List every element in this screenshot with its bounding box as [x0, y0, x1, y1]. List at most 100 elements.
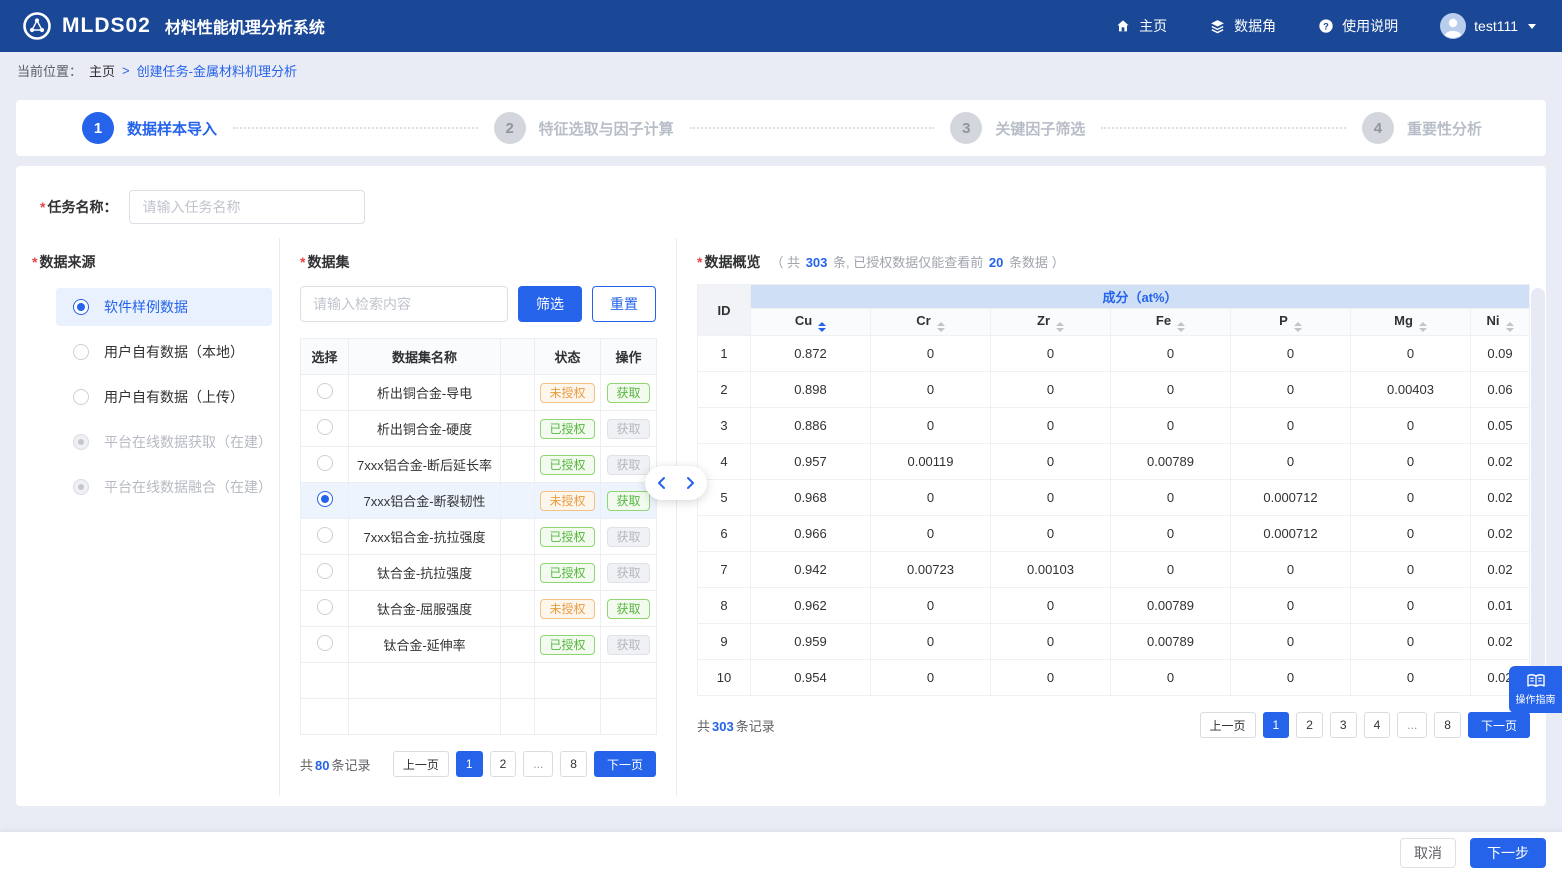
sort-icon[interactable] [818, 321, 827, 332]
dataset-row[interactable]: 7xxx铝合金-抗拉强度 已授权 获取 [300, 518, 657, 555]
page-ellipsis[interactable]: ... [1397, 712, 1428, 738]
task-name-row: * 任务名称： [16, 166, 1546, 238]
header-status: 状态 [534, 338, 601, 375]
data-cell: 0.959 [750, 623, 871, 660]
required-mark: * [300, 254, 306, 270]
data-cell: 0 [1230, 623, 1351, 660]
data-source-option-label: 用户自有数据（上传） [104, 389, 244, 405]
radio-button[interactable] [73, 389, 89, 405]
next-step-button[interactable]: 下一步 [1470, 837, 1546, 868]
dataset-table-body: 析出铜合金-导电 未授权 获取 析出铜合金-硬度 已授权 获取 7xxx铝合金-… [300, 374, 657, 735]
dataset-radio[interactable] [316, 491, 333, 507]
dataset-row[interactable]: 7xxx铝合金-断裂韧性 未授权 获取 [300, 482, 657, 519]
dataset-name: 7xxx铝合金-断后延长率 [356, 458, 493, 473]
chevron-left-icon[interactable] [655, 476, 669, 490]
sort-icon[interactable] [1177, 321, 1186, 332]
data-cell: 0 [990, 407, 1111, 444]
dataset-row[interactable]: 钛合金-抗拉强度 已授权 获取 [300, 554, 657, 591]
data-source-option[interactable]: 软件样例数据 [56, 288, 272, 326]
page-button-8[interactable]: 8 [560, 751, 587, 777]
dataset-radio[interactable] [316, 599, 333, 615]
dataset-radio[interactable] [316, 527, 333, 543]
page-button-3[interactable]: 3 [1329, 712, 1357, 738]
page-button-2[interactable]: 2 [489, 751, 517, 777]
user-menu[interactable]: test111 [1440, 13, 1536, 39]
row-id: 1 [697, 335, 751, 372]
fetch-button[interactable]: 获取 [607, 382, 650, 403]
sort-icon[interactable] [1293, 321, 1302, 332]
data-cell: 0 [1230, 371, 1351, 408]
guide-fab-button[interactable]: 操作指南 [1509, 666, 1562, 713]
data-cell: 0 [1350, 443, 1471, 480]
step-label: 数据样本导入 [127, 120, 218, 138]
row-id: 10 [697, 659, 751, 696]
dataset-radio[interactable] [316, 635, 333, 651]
fetch-button[interactable]: 获取 [607, 490, 650, 511]
page-button-1[interactable]: 1 [455, 751, 483, 777]
status-badge: 未授权 [540, 382, 595, 403]
preview-row: 5 0.968 0 0 0 0.000712 0 0.02 [697, 479, 1530, 516]
page-button-2[interactable]: 2 [1296, 712, 1323, 738]
dataset-name: 析出铜合金-导电 [376, 386, 473, 401]
fetch-button[interactable]: 获取 [607, 598, 650, 619]
page-ellipsis[interactable]: ... [523, 751, 554, 777]
column-header-Ni[interactable]: Ni [1470, 308, 1530, 336]
preview-row: 6 0.966 0 0 0 0.000712 0 0.02 [697, 515, 1530, 552]
column-header-P[interactable]: P [1230, 308, 1351, 336]
filter-button[interactable]: 筛选 [518, 286, 582, 322]
step-connector [233, 127, 478, 129]
data-cell: 0 [990, 335, 1111, 372]
data-source-option[interactable]: 用户自有数据（本地） [56, 333, 272, 371]
nav-item-home[interactable]: 主页 [1115, 16, 1167, 36]
breadcrumb-home-link[interactable]: 主页 [89, 63, 116, 79]
data-cell: 0.00403 [1350, 371, 1471, 408]
column-header-Cr[interactable]: Cr [870, 308, 991, 336]
column-header-Mg[interactable]: Mg [1350, 308, 1471, 336]
page-button-4[interactable]: 4 [1363, 712, 1391, 738]
sort-icon[interactable] [936, 321, 945, 332]
next-page-button[interactable]: 下一页 [593, 751, 656, 777]
dataset-row[interactable]: 钛合金-屈服强度 未授权 获取 [300, 590, 657, 627]
cancel-button[interactable]: 取消 [1400, 837, 1456, 868]
data-cell: 0 [990, 659, 1111, 696]
prev-page-button[interactable]: 上一页 [392, 751, 449, 777]
header-select: 选择 [300, 338, 349, 375]
prev-page-button[interactable]: 上一页 [1199, 712, 1256, 738]
chevron-right-icon[interactable] [683, 476, 697, 490]
dataset-row[interactable]: 析出铜合金-硬度 已授权 获取 [300, 410, 657, 447]
nav-item-help[interactable]: ? 使用说明 [1318, 16, 1398, 36]
radio-button[interactable] [73, 344, 89, 360]
data-cell: 0 [990, 515, 1111, 552]
dataset-radio[interactable] [316, 419, 333, 435]
step-connector [1101, 127, 1346, 129]
dataset-radio[interactable] [316, 383, 333, 399]
page-button-8[interactable]: 8 [1434, 712, 1461, 738]
row-id: 6 [697, 515, 751, 552]
dataset-row[interactable]: 钛合金-延伸率 已授权 获取 [300, 626, 657, 663]
reset-button[interactable]: 重置 [592, 286, 656, 322]
dataset-row[interactable]: 7xxx铝合金-断后延长率 已授权 获取 [300, 446, 657, 483]
data-cell: 0.02 [1470, 551, 1530, 588]
data-source-option[interactable]: 用户自有数据（上传） [56, 378, 272, 416]
dataset-search-input[interactable] [300, 286, 508, 322]
next-page-button[interactable]: 下一页 [1467, 712, 1530, 738]
column-header-Fe[interactable]: Fe [1110, 308, 1231, 336]
dataset-radio[interactable] [316, 455, 333, 471]
nav-label: 数据角 [1234, 18, 1277, 34]
task-name-input[interactable] [129, 190, 366, 224]
brand-name: MLDS02 [62, 14, 151, 37]
sort-icon[interactable] [1505, 321, 1514, 332]
radio-button[interactable] [73, 299, 89, 315]
dataset-radio[interactable] [316, 563, 333, 579]
column-header-Cu[interactable]: Cu [750, 308, 871, 336]
column-header-Zr[interactable]: Zr [990, 308, 1111, 336]
sort-icon[interactable] [1418, 321, 1427, 332]
preview-scrollbar[interactable] [1531, 288, 1545, 696]
dataset-row[interactable]: 析出铜合金-导电 未授权 获取 [300, 374, 657, 411]
page-button-1[interactable]: 1 [1262, 712, 1290, 738]
dataset-name: 7xxx铝合金-抗拉强度 [363, 530, 486, 545]
breadcrumb-current: 创建任务-金属材料机理分析 [136, 63, 297, 79]
dataset-header-row: 选择 数据集名称 状态 操作 [300, 338, 657, 375]
nav-item-data-corner[interactable]: 数据角 [1209, 16, 1276, 36]
sort-icon[interactable] [1056, 321, 1064, 332]
